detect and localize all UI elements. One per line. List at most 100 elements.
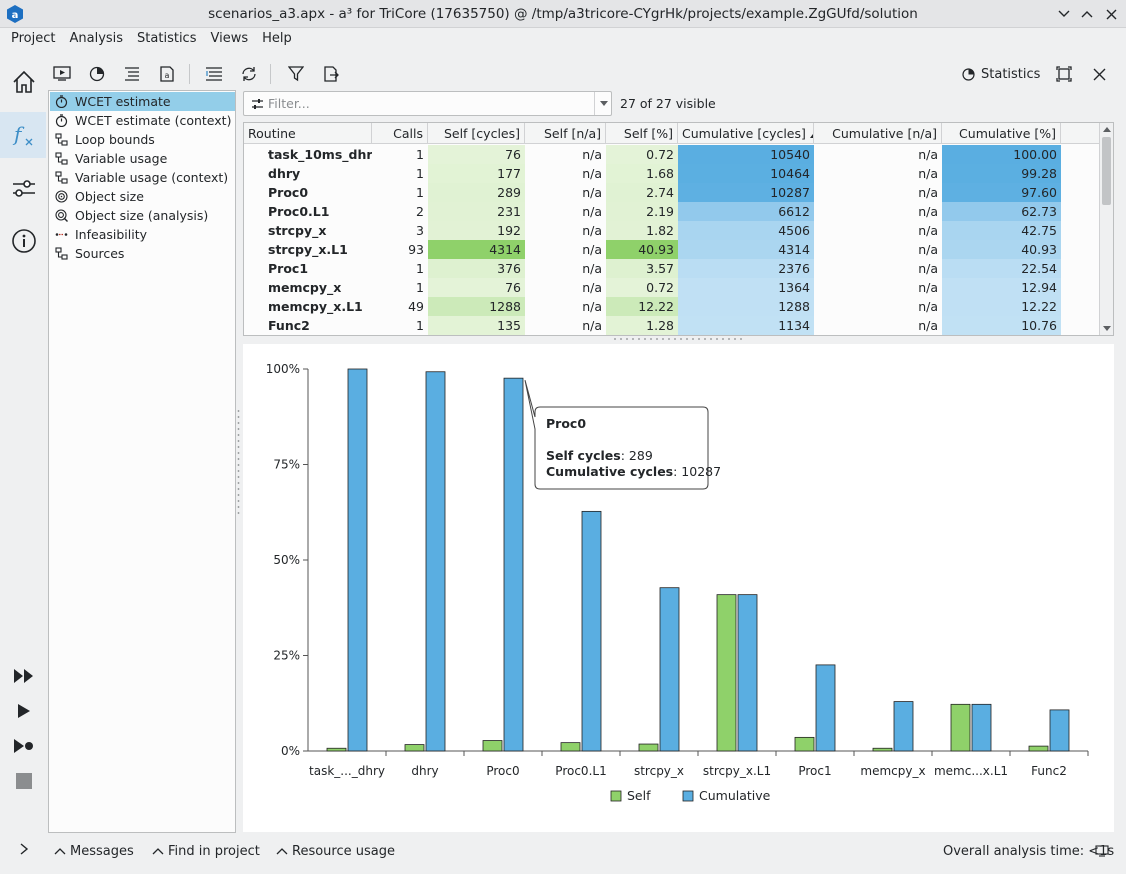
visible-count: 27 of 27 visible: [620, 96, 716, 111]
svg-text:f: f: [12, 122, 25, 146]
tree-item-loop-bounds[interactable]: Loop bounds: [50, 130, 235, 149]
table-cell: 1: [416, 166, 424, 181]
run-analysis-tool-button[interactable]: [49, 62, 75, 86]
menu-analysis[interactable]: Analysis: [69, 31, 124, 46]
stop-button[interactable]: [4, 761, 44, 801]
pie-chart-tool-button[interactable]: [84, 62, 110, 86]
menu-statistics[interactable]: Statistics: [137, 31, 197, 46]
legend-swatch-cumulative: [682, 790, 694, 802]
tree-item-variable-usage[interactable]: Variable usage: [50, 149, 235, 168]
filter-tool-button[interactable]: [283, 62, 309, 86]
tooltip-title: Proc0: [546, 416, 586, 431]
target-icon: [55, 190, 68, 203]
functions-button[interactable]: f: [4, 115, 44, 155]
maximize-view-button[interactable]: [1051, 62, 1077, 86]
table-cell: n/a: [918, 166, 938, 181]
table-cell: n/a: [918, 299, 938, 314]
tree-list-icon: [206, 67, 222, 81]
side-splitter-handle[interactable]: [236, 408, 241, 516]
tooltip-cumulative-cycles-label: Cumulative cycles: [546, 464, 673, 479]
bar-self-2: [482, 740, 503, 752]
column-header-3[interactable]: Self [n/a]: [525, 123, 606, 144]
table-row[interactable]: Proc0.L1 2 231 n/a 2.19 6612 n/a 62.73: [244, 202, 1099, 221]
find-in-project-tab[interactable]: Find in project: [152, 843, 260, 861]
document-tool-button[interactable]: a: [154, 62, 180, 86]
filter-input[interactable]: [268, 94, 593, 113]
column-header-4[interactable]: Self [%]: [606, 123, 678, 144]
expand-rail-button[interactable]: [4, 830, 44, 868]
table-row[interactable]: task_10ms_dhry 1 76 n/a 0.72 10540 n/a 100.00: [244, 145, 1099, 164]
table-row[interactable]: Proc0 1 289 n/a 2.74 10287 n/a 97.60: [244, 183, 1099, 202]
grip-dot: [237, 500, 240, 502]
export-tool-button[interactable]: [318, 62, 344, 86]
table-cell: 97.60: [942, 183, 1061, 202]
grip-dot: [237, 422, 240, 424]
tree-item-sources[interactable]: Sources: [50, 244, 235, 263]
table-cell: 2376: [678, 259, 814, 278]
chart-tooltip: [524, 380, 709, 490]
tree-item-object-size[interactable]: Object size: [50, 187, 235, 206]
x-tick-label: memcpy_x: [860, 764, 925, 778]
maximize-button[interactable]: [1077, 4, 1097, 24]
y-tick-label: 50%: [273, 553, 300, 567]
x-tick-label: Func2: [1031, 764, 1067, 778]
table-row[interactable]: Func2 1 135 n/a 1.28 1134 n/a 10.76: [244, 316, 1099, 335]
table-row[interactable]: Proc1 1 376 n/a 3.57 2376 n/a 22.54: [244, 259, 1099, 278]
filter-dropdown-button[interactable]: [594, 92, 612, 115]
grip-dot: [632, 338, 634, 340]
table-row[interactable]: strcpy_x.L1 93 4314 n/a 40.93 4314 n/a 40.93: [244, 240, 1099, 259]
messages-tab[interactable]: Messages: [54, 843, 134, 861]
minimize-button[interactable]: [1054, 4, 1074, 24]
table-row[interactable]: memcpy_x.L1 49 1288 n/a 12.22 1288 n/a 12.22: [244, 297, 1099, 316]
statistics-button[interactable]: Statistics: [958, 62, 1044, 86]
menu-project[interactable]: Project: [11, 31, 56, 46]
column-header-7[interactable]: Cumulative [%]: [942, 123, 1061, 144]
column-header-6[interactable]: Cumulative [n/a]: [814, 123, 942, 144]
run-button[interactable]: [4, 691, 44, 731]
bar-cumulative-9: [1049, 709, 1070, 752]
resource-usage-tab[interactable]: Resource usage: [276, 843, 395, 861]
routine-name-cell: memcpy_x.L1: [268, 299, 363, 314]
tree-item-infeasibility[interactable]: Infeasibility: [50, 225, 235, 244]
sliders-icon: [13, 180, 35, 197]
close-view-button[interactable]: [1086, 62, 1112, 86]
column-header-label: Self [cycles]: [443, 126, 520, 141]
list-view-tool-button[interactable]: [119, 62, 145, 86]
x-tick-label: Proc0.L1: [555, 764, 606, 778]
tree-item-object-size-analysis[interactable]: Object size (analysis): [50, 206, 235, 225]
table-cell: n/a: [582, 204, 602, 219]
table-cell: 1: [416, 261, 424, 276]
info-button[interactable]: [4, 221, 44, 261]
table-row[interactable]: strcpy_x 3 192 n/a 1.82 4506 n/a 42.75: [244, 221, 1099, 240]
refresh-tool-button[interactable]: [236, 62, 262, 86]
menu-views[interactable]: Views: [210, 31, 249, 46]
maximize-frame-icon: [1056, 66, 1072, 82]
tree-item-variable-usage-context[interactable]: Variable usage (context): [50, 168, 235, 187]
grip-dot: [237, 470, 240, 472]
table-row[interactable]: dhry 1 177 n/a 1.68 10464 n/a 99.28: [244, 164, 1099, 183]
run-to-button[interactable]: [4, 726, 44, 766]
table-cell: 135: [428, 316, 525, 335]
tree-item-wcet-estimate-context[interactable]: WCET estimate (context): [50, 111, 235, 130]
tree-item-wcet-estimate[interactable]: WCET estimate: [50, 92, 235, 111]
table-cell: 10.76: [942, 316, 1061, 335]
splitter-handle[interactable]: [612, 337, 747, 341]
close-window-button[interactable]: [1101, 4, 1121, 24]
table-cell: 12.94: [942, 278, 1061, 297]
menu-help[interactable]: Help: [262, 31, 292, 46]
column-header-0[interactable]: Routine: [244, 123, 372, 144]
run-all-button[interactable]: [4, 656, 44, 696]
scrollbar-thumb[interactable]: [1102, 137, 1111, 205]
tooltip-self-cycles-label: Self cycles: [546, 448, 621, 463]
table-row[interactable]: memcpy_x 1 76 n/a 0.72 1364 n/a 12.94: [244, 278, 1099, 297]
column-header-1[interactable]: Calls: [372, 123, 428, 144]
settings-button[interactable]: [4, 168, 44, 208]
column-header-2[interactable]: Self [cycles]: [428, 123, 525, 144]
chevron-up-icon: [1081, 11, 1093, 18]
tree-list-tool-button[interactable]: [201, 62, 227, 86]
x-tick-label: memc...x.L1: [934, 764, 1008, 778]
table-scrollbar[interactable]: [1099, 123, 1113, 335]
column-header-5[interactable]: Cumulative [cycles]: [678, 123, 814, 144]
home-button[interactable]: [4, 62, 44, 102]
hierarchy-icon: [55, 247, 68, 260]
